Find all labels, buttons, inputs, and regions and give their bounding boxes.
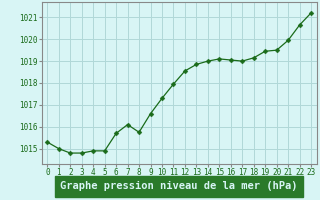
X-axis label: Graphe pression niveau de la mer (hPa): Graphe pression niveau de la mer (hPa) [60,181,298,191]
